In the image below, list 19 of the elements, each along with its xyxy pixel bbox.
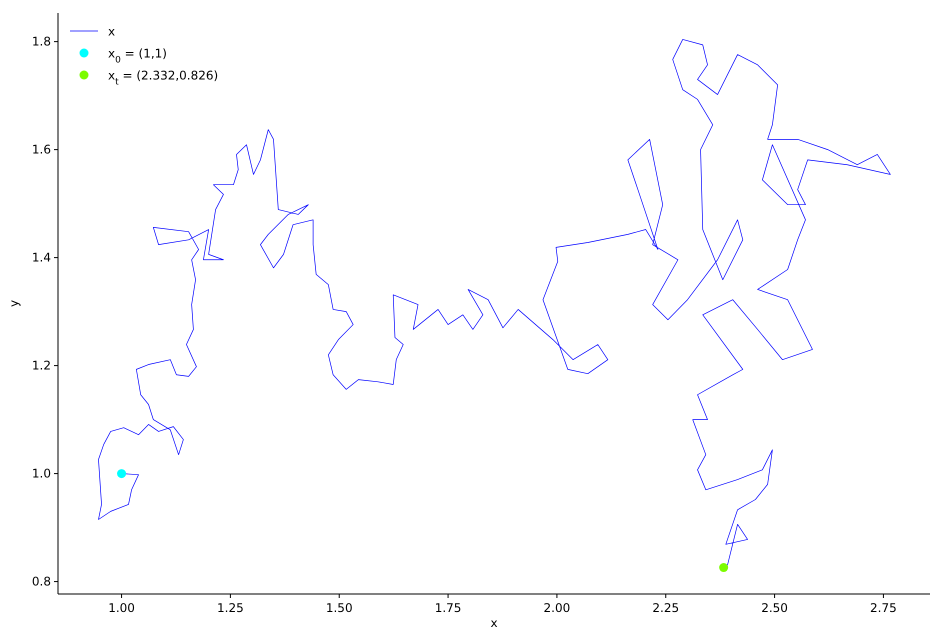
x-tick-label: 2.50 — [761, 601, 788, 615]
x-axis-title: x — [490, 616, 498, 630]
y-tick-label: 1.2 — [32, 358, 51, 373]
x-tick-label: 1.25 — [217, 601, 244, 615]
x-tick-label: 1.50 — [326, 601, 353, 615]
legend-label: x$_{t}$ = (2.332,0.826) — [108, 68, 218, 88]
y-tick-label: 1.4 — [32, 250, 51, 265]
x-tick-label: 1.00 — [108, 601, 135, 615]
x-tick-label: 2.75 — [870, 601, 897, 615]
legend-label: x$_{0}$ = (1,1) — [108, 46, 167, 66]
y-tick-label: 1.0 — [32, 466, 51, 481]
legend-label: x — [108, 24, 116, 38]
y-tick-label: 1.8 — [32, 34, 51, 49]
y-tick-label: 1.6 — [32, 142, 51, 157]
x-tick-label: 2.00 — [544, 601, 570, 615]
x-tick-label: 2.25 — [652, 601, 680, 615]
x-tick-label: 1.75 — [434, 601, 462, 615]
y-tick-label: 0.8 — [32, 574, 51, 589]
y-axis-title: y — [7, 300, 21, 308]
